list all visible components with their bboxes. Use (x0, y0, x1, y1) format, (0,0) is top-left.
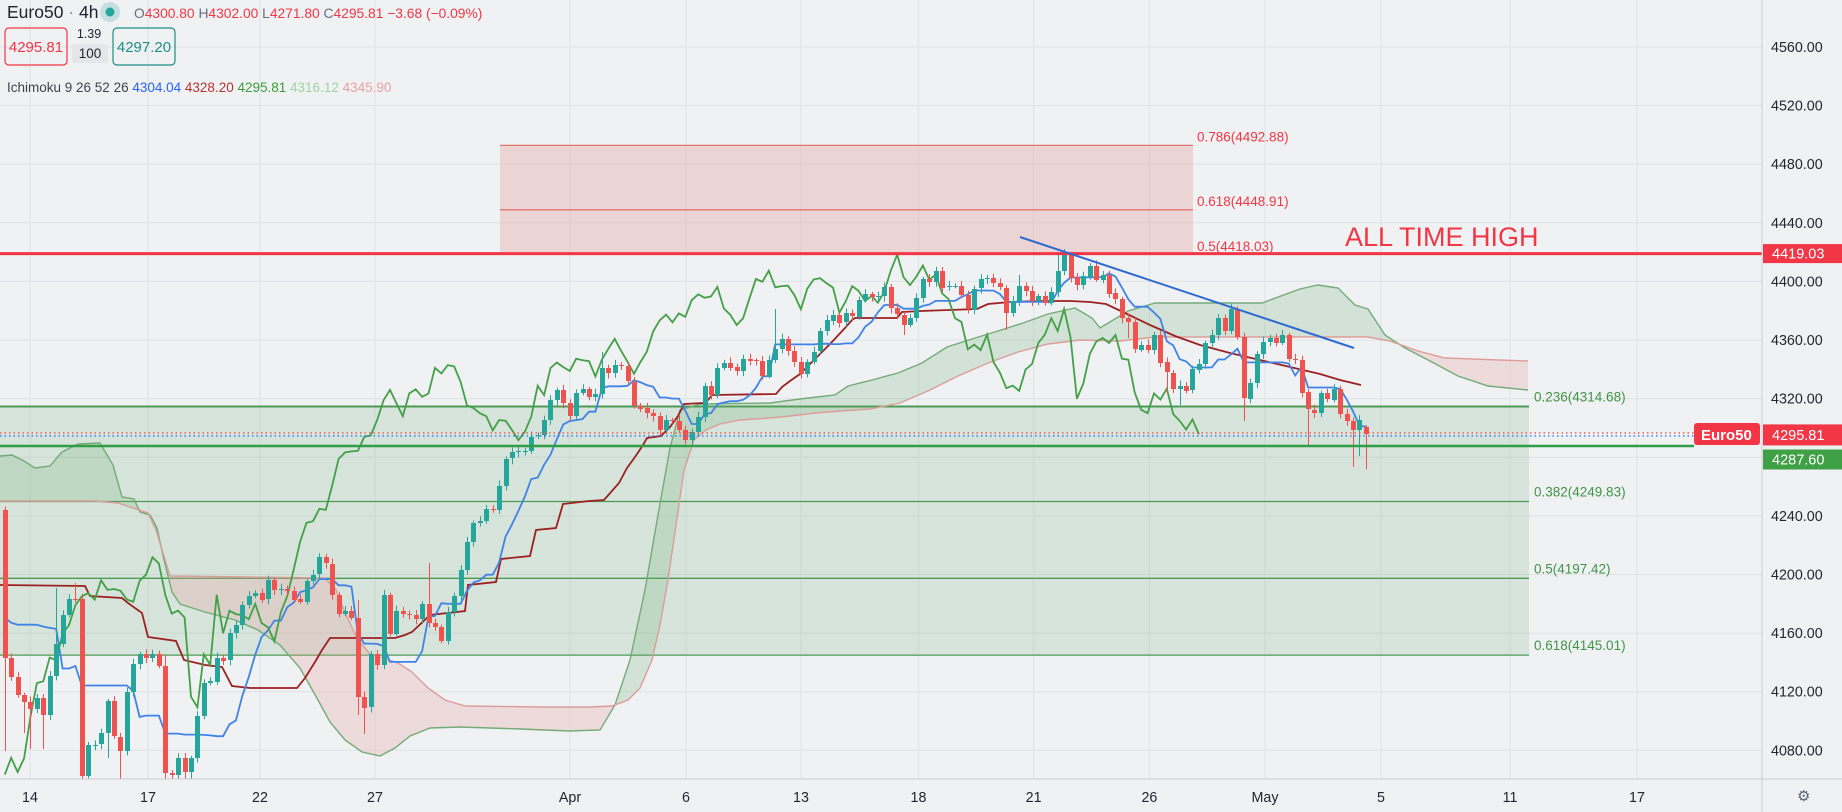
svg-text:Euro50 · 4h: Euro50 · 4h (7, 2, 98, 22)
svg-text:4287.60: 4287.60 (1772, 453, 1824, 469)
svg-text:Euro50: Euro50 (1701, 427, 1752, 444)
svg-text:4295.81: 4295.81 (9, 39, 63, 56)
svg-text:4240.00: 4240.00 (1771, 509, 1823, 525)
svg-text:14: 14 (22, 790, 38, 806)
svg-text:4360.00: 4360.00 (1771, 333, 1823, 349)
svg-text:4320.00: 4320.00 (1771, 392, 1823, 408)
svg-text:11: 11 (1503, 790, 1518, 806)
svg-text:4419.03: 4419.03 (1772, 247, 1824, 263)
svg-text:4520.00: 4520.00 (1771, 99, 1823, 115)
svg-text:17: 17 (140, 790, 156, 806)
svg-text:0.618(4448.91): 0.618(4448.91) (1197, 194, 1289, 209)
svg-text:27: 27 (367, 790, 383, 806)
svg-text:O4300.80 H4302.00 L4271.80 C42: O4300.80 H4302.00 L4271.80 C4295.81 −3.6… (134, 6, 482, 21)
svg-text:6: 6 (682, 790, 690, 806)
svg-text:4297.20: 4297.20 (117, 39, 171, 56)
svg-text:0.5(4197.42): 0.5(4197.42) (1534, 561, 1611, 576)
svg-text:5: 5 (1377, 790, 1385, 806)
svg-text:4560.00: 4560.00 (1771, 40, 1823, 56)
svg-text:17: 17 (1629, 790, 1645, 806)
svg-text:26: 26 (1141, 790, 1157, 806)
svg-text:4480.00: 4480.00 (1771, 157, 1823, 173)
svg-text:⚙: ⚙ (1797, 788, 1810, 805)
svg-text:1.39: 1.39 (77, 27, 101, 41)
svg-text:18: 18 (911, 790, 927, 806)
svg-text:21: 21 (1026, 790, 1042, 806)
svg-text:4440.00: 4440.00 (1771, 216, 1823, 232)
svg-text:4200.00: 4200.00 (1771, 568, 1823, 584)
svg-text:Ichimoku 9 26 52 26 4304.04 4: Ichimoku 9 26 52 26 4304.04 4328.20 4295… (7, 80, 391, 95)
svg-text:100: 100 (79, 46, 102, 61)
svg-text:Apr: Apr (559, 790, 581, 806)
svg-text:0.5(4418.03): 0.5(4418.03) (1197, 239, 1274, 254)
svg-text:4400.00: 4400.00 (1771, 274, 1823, 290)
svg-text:0.236(4314.68): 0.236(4314.68) (1534, 389, 1626, 404)
svg-text:4160.00: 4160.00 (1771, 626, 1823, 642)
svg-text:0.618(4145.01): 0.618(4145.01) (1534, 638, 1626, 653)
svg-text:4295.81: 4295.81 (1772, 428, 1824, 444)
svg-text:4080.00: 4080.00 (1771, 743, 1823, 759)
svg-text:13: 13 (793, 790, 809, 806)
svg-text:ALL TIME HIGH: ALL TIME HIGH (1345, 222, 1539, 252)
svg-text:4120.00: 4120.00 (1771, 685, 1823, 701)
svg-text:0.382(4249.83): 0.382(4249.83) (1534, 484, 1626, 499)
svg-text:May: May (1251, 790, 1279, 806)
svg-text:22: 22 (252, 790, 268, 806)
svg-text:0.786(4492.88): 0.786(4492.88) (1197, 129, 1289, 144)
